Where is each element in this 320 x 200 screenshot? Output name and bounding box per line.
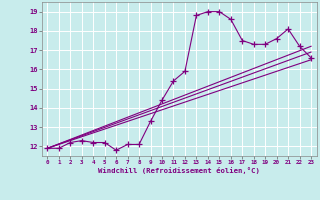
X-axis label: Windchill (Refroidissement éolien,°C): Windchill (Refroidissement éolien,°C) <box>98 167 260 174</box>
